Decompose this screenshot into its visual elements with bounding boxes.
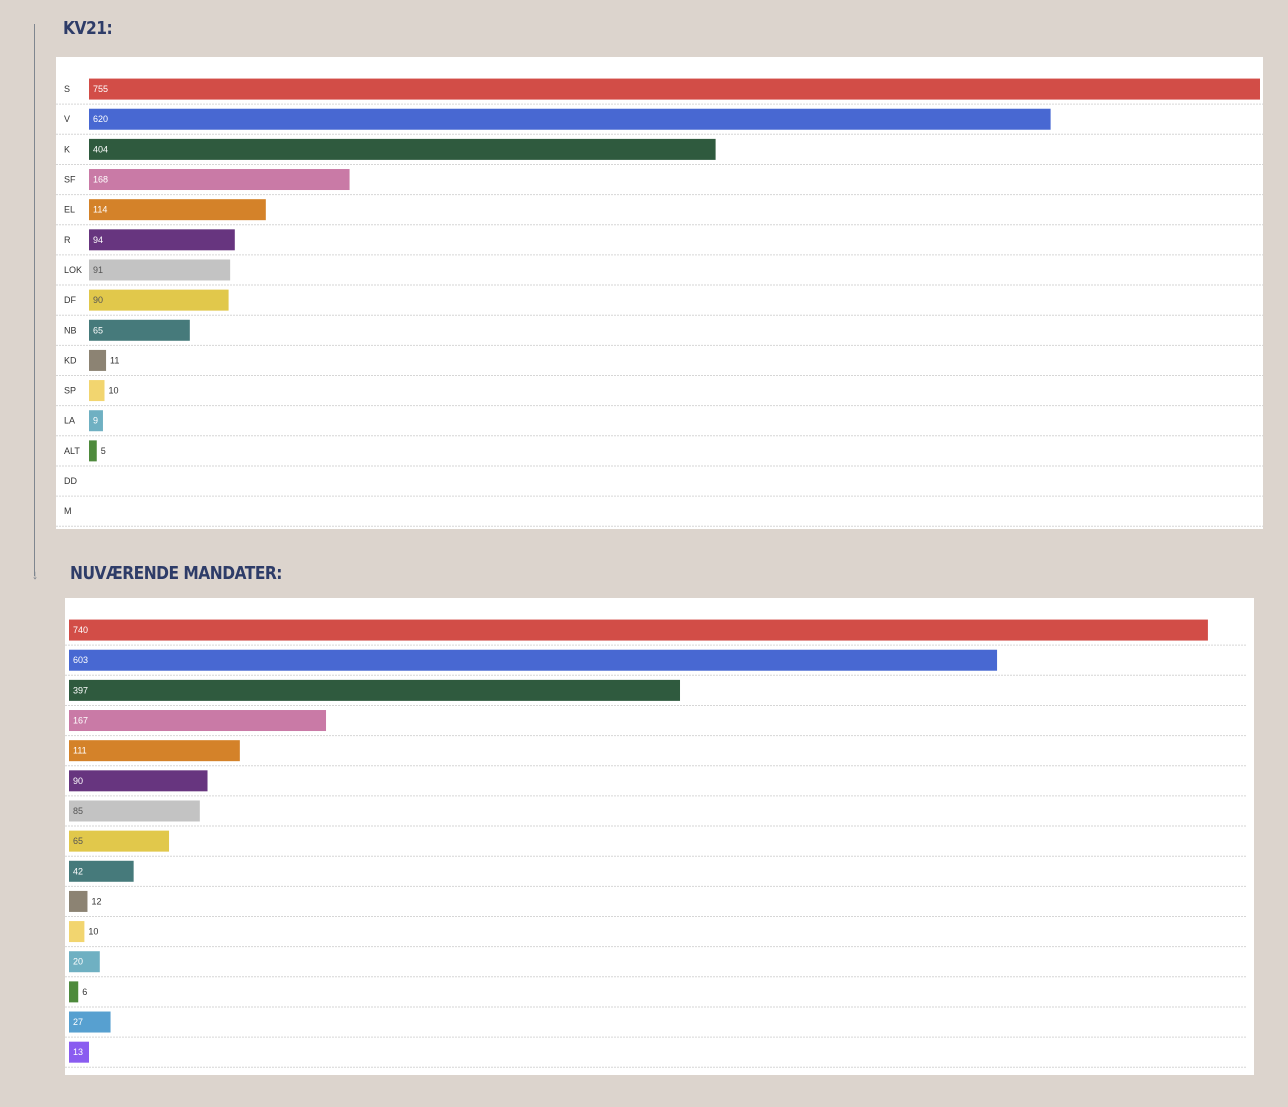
data-label: 10 [109, 386, 119, 396]
data-label: 5 [101, 446, 106, 456]
data-label: 91 [93, 265, 103, 275]
category-label: S [64, 84, 70, 94]
category-label: DD [64, 476, 77, 486]
data-label: 111 [73, 746, 87, 756]
category-label: K [64, 144, 70, 154]
data-label: 6 [82, 987, 87, 997]
data-label: 42 [73, 866, 83, 876]
bar [69, 951, 100, 973]
bar [69, 679, 681, 701]
category-label: V [64, 114, 70, 124]
data-label: 755 [93, 84, 108, 94]
category-label: LOK [64, 265, 82, 275]
bar [69, 800, 200, 822]
data-label: 603 [73, 655, 88, 665]
data-label: 20 [73, 957, 83, 967]
data-label: 740 [73, 625, 88, 635]
current-mandates-bar-chart: 740 603 397 167 111 90 85 65 42 12 10 20 6 27 13 [65, 619, 1247, 1068]
data-label: 94 [93, 235, 103, 245]
bar [89, 349, 107, 371]
bar [89, 410, 103, 432]
bar [69, 830, 170, 852]
bar [69, 649, 998, 671]
data-label: 27 [73, 1017, 83, 1027]
category-label: SF [64, 175, 76, 185]
bar [69, 1041, 90, 1063]
current-mandates-title: NUVÆRENDE MANDATER: [70, 563, 282, 584]
category-label: M [64, 506, 72, 516]
kv21-bar-chart: S 755 V 620 K 404 SF 168 EL 114 R 94 LOK 91 DF 90 NB 65 KD… [56, 78, 1263, 527]
bar [69, 619, 1208, 641]
category-label: R [64, 235, 71, 245]
bar [89, 169, 350, 191]
arrow-down-icon: ↓ [31, 567, 39, 582]
data-label: 168 [93, 175, 108, 185]
data-label: 90 [93, 295, 103, 305]
bar [89, 259, 231, 281]
data-label: 12 [91, 896, 101, 906]
bar [89, 199, 266, 221]
bar [89, 108, 1051, 130]
data-label: 65 [93, 325, 103, 335]
bar [69, 1011, 111, 1033]
data-label: 10 [88, 927, 98, 937]
data-label: 9 [93, 416, 98, 426]
data-label: 13 [73, 1047, 83, 1057]
category-label: DF [64, 295, 76, 305]
data-label: 404 [93, 144, 108, 154]
data-label: 90 [73, 776, 83, 786]
data-label: 114 [93, 205, 107, 215]
bar [89, 440, 97, 462]
bar [89, 319, 190, 341]
data-label: 397 [73, 685, 88, 695]
bar [89, 138, 716, 160]
kv21-chart-panel: S 755 V 620 K 404 SF 168 EL 114 R 94 LOK 91 DF 90 NB 65 KD… [56, 57, 1263, 529]
data-label: 620 [93, 114, 108, 124]
category-label: LA [64, 416, 75, 426]
data-label: 85 [73, 806, 83, 816]
category-label: SP [64, 386, 76, 396]
bar [89, 289, 229, 311]
current-mandates-chart-panel: 740 603 397 167 111 90 85 65 42 12 10 20 6 27 13 [65, 598, 1254, 1075]
bar [89, 229, 235, 251]
bar [69, 710, 327, 732]
data-label: 65 [73, 836, 83, 846]
bar [69, 770, 208, 792]
data-label: 11 [110, 355, 119, 365]
category-label: ALT [64, 446, 80, 456]
timeline-line [34, 24, 35, 576]
category-label: KD [64, 355, 77, 365]
category-label: EL [64, 205, 75, 215]
bar [69, 740, 240, 762]
bar [69, 921, 85, 943]
bar [69, 860, 134, 882]
bar [89, 380, 105, 402]
data-label: 167 [73, 716, 88, 726]
bar [69, 981, 79, 1003]
bar [89, 78, 1260, 100]
kv21-title: KV21: [63, 18, 113, 39]
category-label: NB [64, 325, 77, 335]
bar [69, 890, 88, 912]
